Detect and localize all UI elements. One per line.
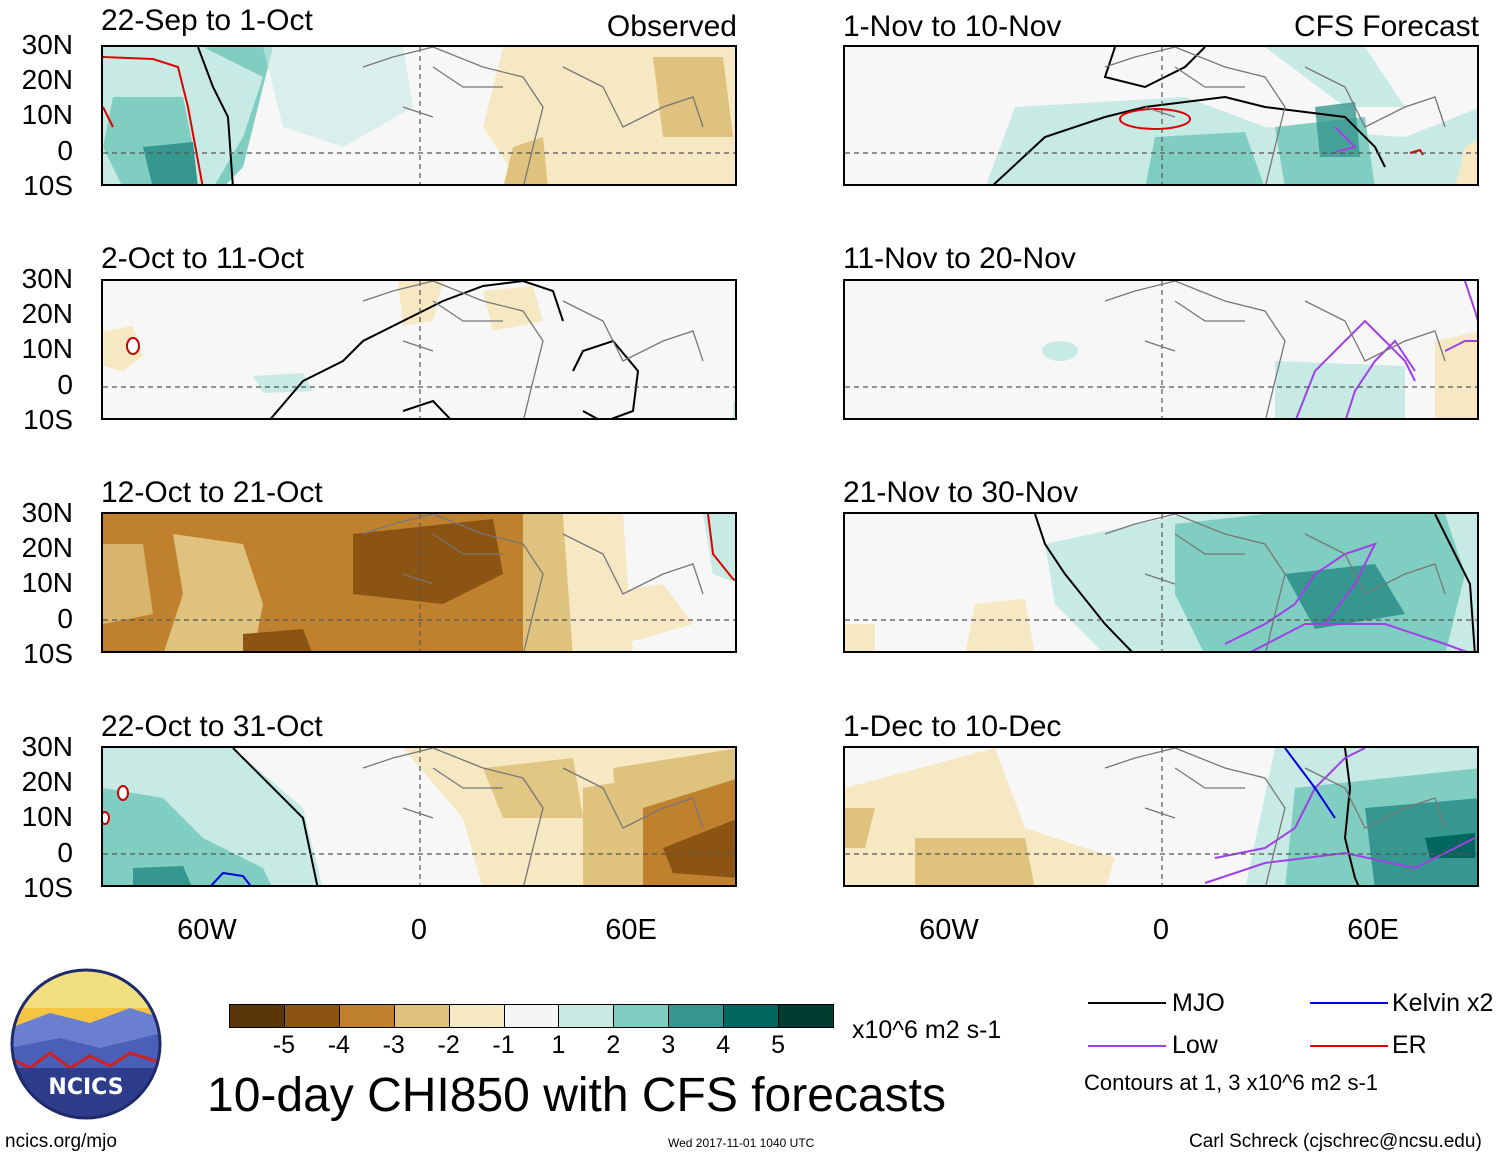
- map-field: [845, 47, 1477, 184]
- map-panel: [843, 746, 1479, 887]
- map-field: [103, 47, 735, 184]
- lat-label: 30N: [21, 497, 73, 528]
- panel-title: 21-Nov to 30-Nov: [843, 476, 1079, 509]
- map-panel: [843, 45, 1479, 186]
- lat-label: 0: [57, 837, 73, 868]
- logo-icon: NCICS: [10, 968, 162, 1120]
- lat-label: 0: [57, 135, 73, 166]
- footer-url: ncics.org/mjo: [5, 1131, 117, 1152]
- colorbar-swatch: [338, 1004, 395, 1028]
- colorbar-swatch: [778, 1004, 834, 1028]
- panel-status: Observed: [606, 10, 737, 43]
- mjo-legend-line: [1088, 1002, 1166, 1004]
- lat-label: 30N: [21, 731, 73, 762]
- panel-title: 1-Nov to 10-Nov: [843, 10, 1062, 43]
- lat-label: 10S: [23, 404, 73, 435]
- lat-label: 10N: [21, 801, 73, 832]
- map-field: [845, 514, 1477, 651]
- colorbar-label: -5: [272, 1031, 296, 1059]
- map-panel: [101, 746, 737, 887]
- mjo-legend-label: MJO: [1172, 989, 1225, 1017]
- colorbar: [229, 1004, 834, 1028]
- map-field: [845, 281, 1477, 418]
- lon-label: 0: [1152, 914, 1170, 946]
- colorbar-label: -3: [382, 1031, 405, 1059]
- panel-status: CFS Forecast: [1293, 10, 1479, 43]
- low-legend-line: [1088, 1045, 1166, 1047]
- lat-label: 10N: [21, 99, 73, 130]
- map-panel: [101, 45, 737, 186]
- colorbar-label: 3: [661, 1031, 676, 1059]
- lat-label: 0: [57, 369, 73, 400]
- colorbar-label: -1: [492, 1031, 515, 1059]
- units-label: x10^6 m2 s-1: [852, 1016, 1002, 1044]
- map-field: [103, 748, 735, 885]
- kelvin-legend-label: Kelvin x2: [1392, 989, 1494, 1017]
- lon-label: 0: [410, 914, 428, 946]
- footer-timestamp: Wed 2017-11-01 1040 UTC: [668, 1136, 815, 1150]
- panel-title: 2-Oct to 11-Oct: [101, 242, 304, 275]
- colorbar-swatch: [668, 1004, 725, 1028]
- colorbar-swatch: [723, 1004, 780, 1028]
- lat-label: 10S: [23, 170, 73, 201]
- footer-author: Carl Schreck (cjschrec@ncsu.edu): [1189, 1131, 1482, 1152]
- ncics-logo: NCICS: [10, 968, 162, 1120]
- lat-label: 20N: [21, 532, 73, 563]
- map-field: [103, 281, 735, 418]
- lon-label: 60W: [177, 914, 237, 946]
- map-panel: [101, 512, 737, 653]
- colorbar-swatch: [229, 1004, 285, 1028]
- lat-label: 20N: [21, 766, 73, 797]
- map-panel: [843, 512, 1479, 653]
- colorbar-swatch: [283, 1004, 340, 1028]
- low-legend-label: Low: [1172, 1031, 1218, 1059]
- colorbar-swatch: [393, 1004, 450, 1028]
- colorbar-label: 2: [606, 1031, 621, 1059]
- colorbar-label: -4: [327, 1031, 350, 1059]
- map-field: [845, 748, 1477, 885]
- logo-text: NCICS: [48, 1075, 123, 1100]
- colorbar-label: 4: [716, 1031, 731, 1059]
- colorbar-label: 5: [771, 1031, 786, 1059]
- panel-title: 12-Oct to 21-Oct: [101, 476, 323, 509]
- panel-title: 1-Dec to 10-Dec: [843, 710, 1062, 743]
- colorbar-labels: -5 -4 -3 -2 -1 1 2 3 4 5: [229, 1033, 833, 1063]
- colorbar-label: -2: [437, 1031, 460, 1059]
- lat-label: 0: [57, 603, 73, 634]
- lat-label: 10S: [23, 872, 73, 903]
- map-field: [103, 514, 735, 651]
- contour-note: Contours at 1, 3 x10^6 m2 s-1: [1084, 1070, 1379, 1095]
- lat-label: 10N: [21, 333, 73, 364]
- panel-title: 11-Nov to 20-Nov: [843, 242, 1076, 275]
- lon-label: 60E: [1347, 914, 1399, 946]
- panel-title: 22-Oct to 31-Oct: [101, 710, 323, 743]
- lon-label: 60W: [919, 914, 979, 946]
- lat-label: 20N: [21, 64, 73, 95]
- er-legend-label: ER: [1392, 1031, 1427, 1059]
- lat-label: 10N: [21, 567, 73, 598]
- lat-label: 30N: [21, 263, 73, 294]
- lon-label: 60E: [605, 914, 657, 946]
- lat-label: 10S: [23, 638, 73, 669]
- map-panel: [101, 279, 737, 420]
- colorbar-swatch: [448, 1004, 505, 1028]
- lat-label: 30N: [21, 29, 73, 60]
- map-panel: [843, 279, 1479, 420]
- colorbar-swatch: [503, 1004, 560, 1028]
- colorbar-label: 1: [551, 1031, 566, 1059]
- panel-title: 22-Sep to 1-Oct: [101, 4, 313, 37]
- colorbar-swatch: [558, 1004, 615, 1028]
- kelvin-legend-line: [1310, 1002, 1388, 1004]
- colorbar-swatch: [613, 1004, 670, 1028]
- chart-title: 10-day CHI850 with CFS forecasts: [207, 1069, 946, 1122]
- er-legend-line: [1310, 1045, 1388, 1047]
- lat-label: 20N: [21, 298, 73, 329]
